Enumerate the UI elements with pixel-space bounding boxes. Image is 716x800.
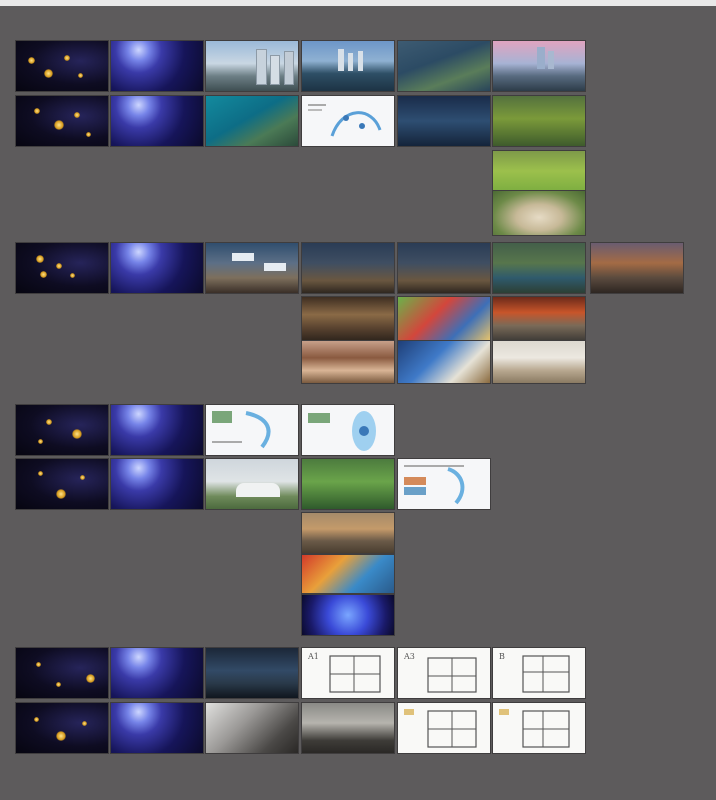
orb-icon [72, 429, 82, 439]
slide-thumbnail[interactable] [110, 404, 204, 456]
orb-icon [36, 662, 41, 667]
orb-icon [70, 273, 75, 278]
site-map-icon [308, 411, 376, 451]
slide-thumbnail[interactable] [397, 242, 491, 294]
orb-icon [34, 717, 39, 722]
orb-icon [46, 419, 52, 425]
slide-thumbnail[interactable] [15, 95, 109, 147]
orb-icon [82, 721, 87, 726]
orb-icon [44, 69, 53, 78]
tower-icon [338, 49, 344, 71]
floorplan-label: B [499, 652, 505, 661]
slide-thumbnail[interactable] [492, 340, 586, 384]
slide-thumbnail[interactable] [15, 458, 109, 510]
tower-icon [537, 47, 545, 69]
slide-thumbnail[interactable] [205, 95, 299, 147]
slide-thumbnail[interactable] [205, 647, 299, 699]
floorplan-label: A3 [404, 652, 415, 661]
slide-thumbnail[interactable] [301, 340, 395, 384]
slide-thumbnail[interactable] [492, 40, 586, 92]
slide-thumbnail[interactable] [301, 95, 395, 147]
slide-thumbnail[interactable]: A1 [301, 647, 395, 699]
floorplan-icon [404, 709, 477, 748]
slide-thumbnail[interactable]: A3 [397, 647, 491, 699]
slide-thumbnail[interactable] [205, 242, 299, 294]
slide-thumbnail[interactable] [15, 702, 109, 754]
orb-icon [38, 439, 43, 444]
slide-thumbnail[interactable] [492, 296, 586, 342]
slide-thumbnail[interactable] [110, 242, 204, 294]
tower-icon [348, 53, 353, 71]
orb-icon [56, 263, 62, 269]
slide-thumbnail[interactable] [301, 512, 395, 554]
slide-thumbnail[interactable] [301, 458, 395, 510]
slide-thumbnail[interactable] [301, 40, 395, 92]
orb-icon [86, 674, 95, 683]
tower-icon [548, 51, 554, 69]
slide-thumbnail[interactable] [492, 702, 586, 754]
slide-thumbnail[interactable] [110, 702, 204, 754]
tower-icon [284, 51, 294, 85]
slide-thumbnail[interactable] [397, 95, 491, 147]
orb-icon [40, 271, 47, 278]
slide-thumbnail[interactable] [397, 458, 491, 510]
floorplan-label: A1 [308, 652, 319, 661]
floorplan-icon [499, 709, 570, 748]
tower-icon [270, 55, 280, 85]
slide-thumbnail[interactable] [492, 95, 586, 147]
slide-thumbnail[interactable] [301, 242, 395, 294]
orb-icon [74, 112, 80, 118]
orb-icon [80, 475, 85, 480]
orb-icon [38, 471, 43, 476]
slide-thumbnail[interactable] [110, 458, 204, 510]
slide-thumbnail[interactable] [492, 190, 586, 236]
orb-icon [78, 73, 83, 78]
slide-thumbnail[interactable] [110, 647, 204, 699]
orb-icon [28, 57, 35, 64]
slide-thumbnail[interactable] [492, 242, 586, 294]
orb-icon [56, 731, 66, 741]
callout-icon [232, 253, 254, 261]
slide-thumbnail[interactable] [205, 404, 299, 456]
slide-thumbnail[interactable] [205, 40, 299, 92]
slide-thumbnail[interactable] [205, 702, 299, 754]
tower-icon [256, 49, 267, 85]
slide-thumbnail[interactable] [205, 458, 299, 510]
slide-thumbnail[interactable] [301, 594, 395, 636]
slide-thumbnail[interactable] [110, 40, 204, 92]
slide-thumbnail[interactable] [397, 40, 491, 92]
site-map-icon [212, 411, 271, 449]
orb-icon [54, 120, 64, 130]
slide-thumbnail[interactable] [397, 340, 491, 384]
orb-icon [86, 132, 91, 137]
slide-thumbnail[interactable] [301, 404, 395, 456]
top-edge-bar [0, 0, 716, 6]
slide-thumbnail[interactable] [15, 40, 109, 92]
site-map-icon [308, 104, 382, 137]
orb-icon [64, 55, 70, 61]
tower-icon [358, 51, 363, 71]
slide-thumbnail[interactable] [15, 242, 109, 294]
slide-thumbnail[interactable] [15, 647, 109, 699]
slide-thumbnail[interactable] [110, 95, 204, 147]
orb-icon [56, 489, 66, 499]
slide-thumbnail[interactable] [397, 702, 491, 754]
slide-thumbnail[interactable] [397, 296, 491, 342]
floorplan-icon [522, 655, 570, 693]
floorplan-icon [329, 655, 381, 693]
slide-thumbnail[interactable] [301, 702, 395, 754]
floorplan-icon [427, 657, 477, 693]
slide-thumbnail[interactable] [590, 242, 684, 294]
slide-thumbnail[interactable] [15, 404, 109, 456]
site-map-icon [404, 465, 465, 505]
slide-thumbnail[interactable]: B [492, 647, 586, 699]
building-icon [236, 483, 280, 497]
slide-thumbnail[interactable] [301, 296, 395, 342]
orb-icon [36, 255, 44, 263]
callout-icon [264, 263, 286, 271]
orb-icon [56, 682, 61, 687]
orb-icon [34, 108, 40, 114]
slide-thumbnail[interactable] [301, 554, 395, 594]
